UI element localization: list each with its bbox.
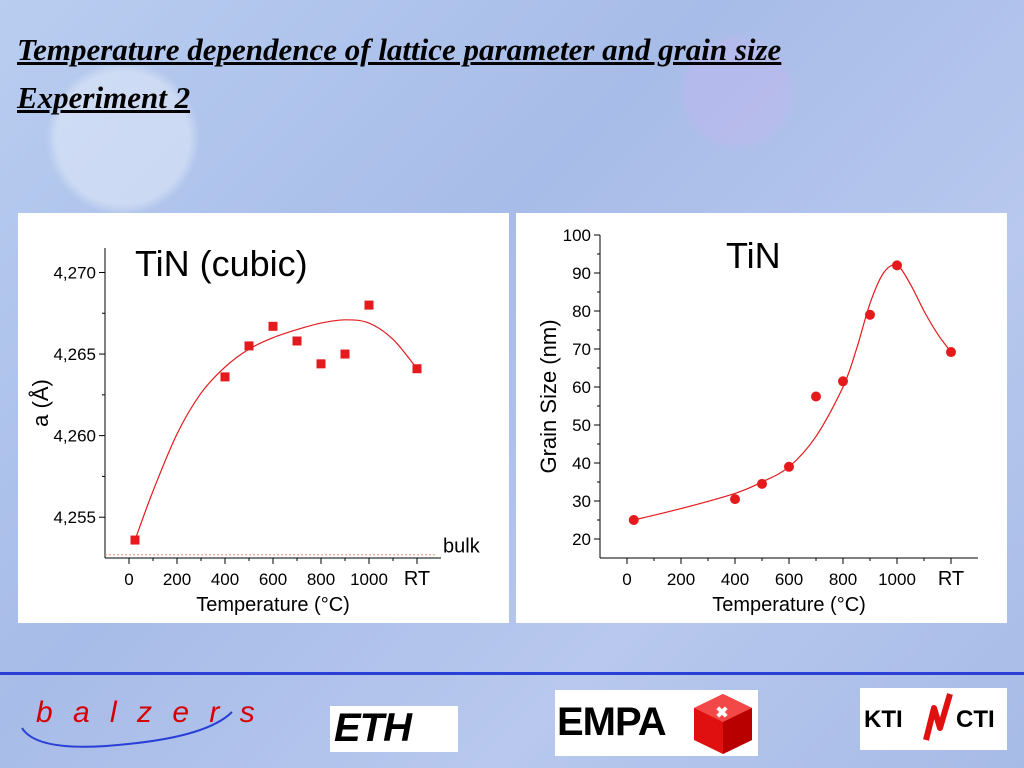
grain-y-tick-label: 100: [563, 226, 591, 245]
lattice-parameter-chart-panel: 4,255 4,260 4,265 4,270 0 200 400 600 800 1000 RT T…: [18, 213, 509, 623]
lattice-data-point: [130, 535, 140, 545]
eth-logo: ETH: [330, 706, 458, 752]
lattice-x-tick-label: 400: [211, 570, 239, 589]
grain-y-tick-label: 60: [572, 378, 591, 397]
lattice-data-point: [220, 372, 230, 382]
grain-size-chart-panel: 20 30 40 50 60 70 80 90 100 0 200 400 600 800 1000 RT Ti…: [516, 213, 1007, 623]
empa-cube-icon: [694, 694, 752, 754]
footer-divider: [0, 672, 1024, 675]
slide-title: Temperature dependence of lattice parame…: [17, 32, 782, 67]
slide-subtitle: Experiment 2: [17, 80, 191, 115]
lattice-data-point: [316, 359, 326, 369]
lattice-data-point: [268, 321, 278, 331]
lattice-x-tick-label: 200: [163, 570, 191, 589]
grain-y-axis-label: Grain Size (nm): [536, 319, 561, 473]
lattice-data-point: [364, 300, 374, 310]
grain-data-point: [628, 515, 639, 525]
grain-chart-title: TiN: [726, 235, 781, 276]
lattice-data-point: [244, 341, 254, 351]
grain-y-tick-label: 30: [572, 492, 591, 511]
grain-y-tick-label: 90: [572, 264, 591, 283]
grain-x-tick-label: 600: [775, 570, 803, 589]
grain-data-point: [730, 494, 740, 505]
balzers-logo-text: b a l z e r s: [36, 696, 261, 729]
grain-x-tick-label: 800: [829, 570, 857, 589]
grain-y-tick-label: 40: [572, 454, 591, 473]
balzers-logo: b a l z e r s: [18, 692, 255, 752]
kti-logo-text: KTI: [864, 706, 903, 733]
grain-x-tick-label: RT: [938, 568, 964, 590]
lattice-x-tick-label: 1000: [350, 570, 388, 589]
grain-data-point: [757, 478, 767, 489]
lattice-x-tick-label: 0: [124, 570, 133, 589]
empa-logo: EMPA: [555, 690, 758, 756]
eth-logo-text: ETH: [334, 706, 412, 750]
grain-data-point: [892, 260, 902, 271]
grain-data-point: [811, 391, 821, 402]
cti-logo-text: CTI: [956, 706, 995, 733]
grain-y-tick-label: 70: [572, 340, 591, 359]
grain-fit-curve: [633, 264, 952, 521]
lattice-y-tick-label: 4,270: [53, 263, 96, 282]
grain-x-axis-label: Temperature (°C): [712, 594, 866, 616]
lattice-chart-title: TiN (cubic): [135, 243, 308, 284]
grain-y-tick-label: 80: [572, 302, 591, 321]
lattice-parameter-chart: 4,255 4,260 4,265 4,270 0 200 400 600 800 1000 RT T…: [28, 243, 481, 616]
lattice-data-point: [292, 336, 302, 346]
lattice-y-tick-label: 4,265: [53, 345, 96, 364]
empa-logo-text: EMPA: [557, 700, 667, 744]
kti-cti-logo: KTI CTI: [860, 688, 1007, 750]
balzers-swoosh: [21, 711, 233, 748]
lattice-x-tick-label: RT: [404, 568, 430, 590]
grain-x-tick-label: 200: [667, 570, 695, 589]
lattice-fit-curve: [134, 319, 418, 541]
grain-x-tick-label: 400: [721, 570, 749, 589]
grain-x-tick-label: 0: [622, 570, 631, 589]
grain-y-tick-label: 20: [572, 530, 591, 549]
lattice-x-tick-label: 800: [307, 570, 335, 589]
lattice-y-tick-label: 4,260: [53, 427, 96, 446]
lattice-y-axis-label: a (Å): [28, 379, 53, 427]
lattice-x-tick-label: 600: [259, 570, 287, 589]
grain-x-tick-label: 1000: [878, 570, 916, 589]
grain-data-point: [838, 376, 848, 387]
lattice-data-point: [340, 349, 350, 359]
lattice-x-axis-label: Temperature (°C): [196, 594, 350, 616]
lattice-y-tick-label: 4,255: [53, 508, 96, 527]
grain-data-point: [865, 309, 875, 320]
bulk-reference-label: bulk: [443, 536, 481, 558]
grain-data-point: [946, 347, 956, 358]
lattice-data-point: [412, 364, 422, 374]
grain-y-tick-label: 50: [572, 416, 591, 435]
kti-cti-swirl-icon: [923, 693, 953, 741]
grain-data-point: [784, 461, 794, 472]
